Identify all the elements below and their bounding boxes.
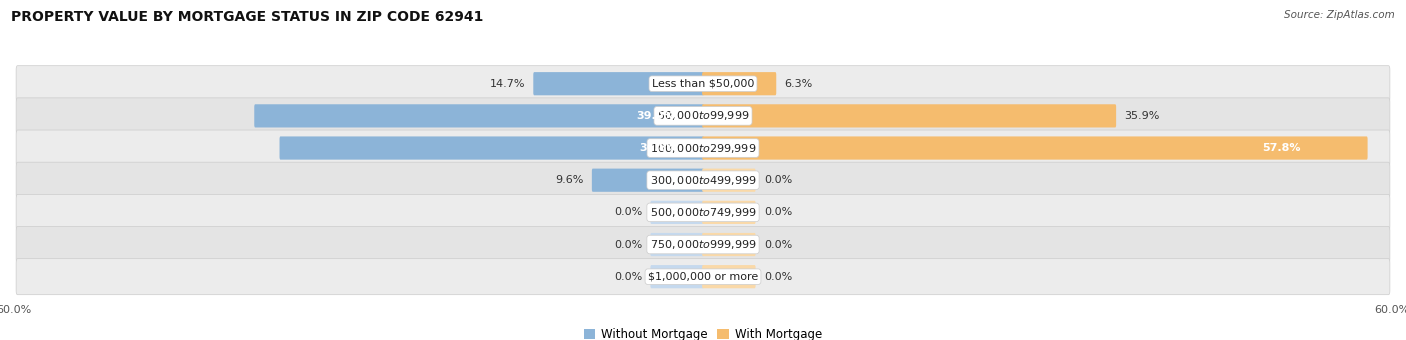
FancyBboxPatch shape xyxy=(280,136,704,160)
FancyBboxPatch shape xyxy=(651,233,704,256)
Text: $300,000 to $499,999: $300,000 to $499,999 xyxy=(650,174,756,187)
FancyBboxPatch shape xyxy=(702,169,755,192)
Text: Source: ZipAtlas.com: Source: ZipAtlas.com xyxy=(1284,10,1395,20)
FancyBboxPatch shape xyxy=(254,104,704,128)
Text: 9.6%: 9.6% xyxy=(555,175,583,185)
FancyBboxPatch shape xyxy=(702,233,755,256)
FancyBboxPatch shape xyxy=(15,259,1391,295)
Legend: Without Mortgage, With Mortgage: Without Mortgage, With Mortgage xyxy=(579,323,827,340)
Text: $750,000 to $999,999: $750,000 to $999,999 xyxy=(650,238,756,251)
FancyBboxPatch shape xyxy=(15,66,1391,102)
Text: $100,000 to $299,999: $100,000 to $299,999 xyxy=(650,141,756,155)
FancyBboxPatch shape xyxy=(533,72,704,95)
FancyBboxPatch shape xyxy=(702,265,755,288)
Text: 0.0%: 0.0% xyxy=(614,207,643,217)
FancyBboxPatch shape xyxy=(15,98,1391,134)
FancyBboxPatch shape xyxy=(15,194,1391,231)
FancyBboxPatch shape xyxy=(592,169,704,192)
Text: $50,000 to $99,999: $50,000 to $99,999 xyxy=(657,109,749,122)
FancyBboxPatch shape xyxy=(702,104,1116,128)
Text: 0.0%: 0.0% xyxy=(763,272,792,282)
FancyBboxPatch shape xyxy=(15,226,1391,262)
Text: 0.0%: 0.0% xyxy=(614,239,643,250)
Text: 0.0%: 0.0% xyxy=(763,175,792,185)
Text: 35.9%: 35.9% xyxy=(1125,111,1160,121)
Text: PROPERTY VALUE BY MORTGAGE STATUS IN ZIP CODE 62941: PROPERTY VALUE BY MORTGAGE STATUS IN ZIP… xyxy=(11,10,484,24)
Text: 14.7%: 14.7% xyxy=(489,79,524,89)
Text: 36.8%: 36.8% xyxy=(640,143,678,153)
Text: $1,000,000 or more: $1,000,000 or more xyxy=(648,272,758,282)
Text: 6.3%: 6.3% xyxy=(785,79,813,89)
Text: 0.0%: 0.0% xyxy=(763,207,792,217)
FancyBboxPatch shape xyxy=(651,265,704,288)
Text: 57.8%: 57.8% xyxy=(1261,143,1301,153)
Text: 0.0%: 0.0% xyxy=(763,239,792,250)
FancyBboxPatch shape xyxy=(15,162,1391,198)
Text: $500,000 to $749,999: $500,000 to $749,999 xyxy=(650,206,756,219)
Text: Less than $50,000: Less than $50,000 xyxy=(652,79,754,89)
FancyBboxPatch shape xyxy=(702,72,776,95)
FancyBboxPatch shape xyxy=(702,136,1368,160)
Text: 0.0%: 0.0% xyxy=(614,272,643,282)
FancyBboxPatch shape xyxy=(651,201,704,224)
FancyBboxPatch shape xyxy=(702,201,755,224)
Text: 39.0%: 39.0% xyxy=(636,111,675,121)
FancyBboxPatch shape xyxy=(15,130,1391,166)
